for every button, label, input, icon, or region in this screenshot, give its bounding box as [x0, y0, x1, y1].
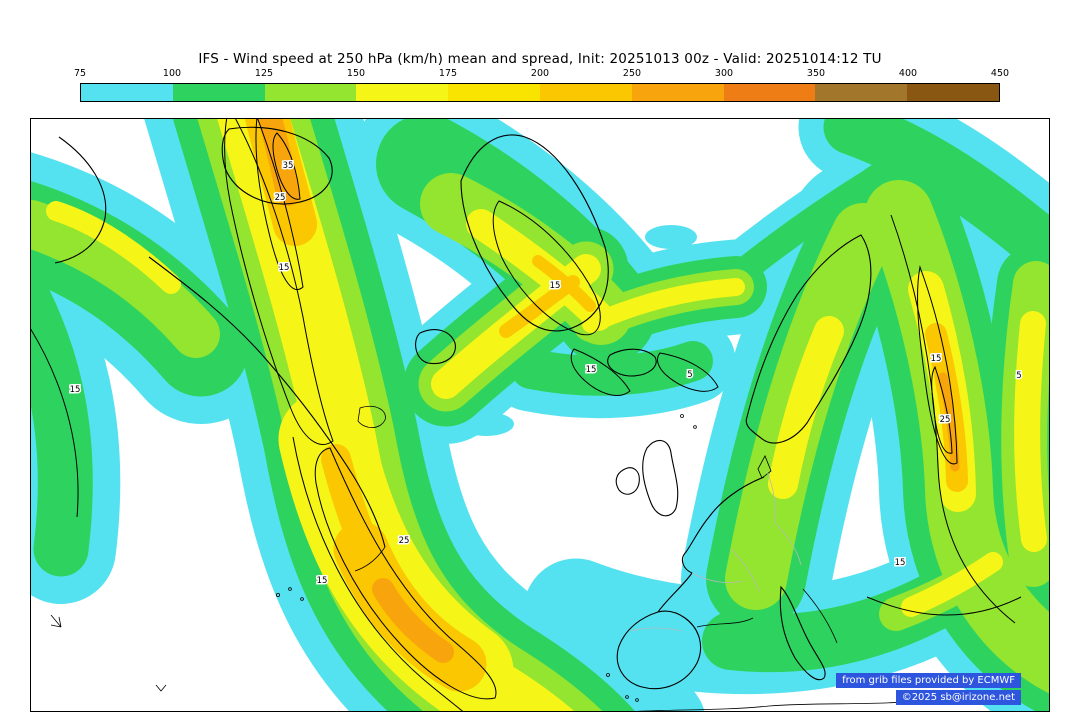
- colorbar-tick-label: 125: [254, 68, 274, 79]
- map-frame: 15 25 35 15 15 5 25 15 15 5 25 15 15 fro…: [30, 118, 1050, 712]
- colorbar-segment: [81, 84, 173, 101]
- colorbar-segment: [356, 84, 449, 101]
- contour-label: 15: [895, 558, 906, 568]
- colorbar-tick-label: 150: [346, 68, 366, 79]
- colorbar-segment: [172, 84, 265, 101]
- colorbar-segment: [723, 84, 816, 101]
- colorbar-segment: [264, 84, 357, 101]
- contour-label: 25: [399, 536, 410, 546]
- wind-map-svg: 15 25 35 15 15 5 25 15 15 5 25 15 15: [31, 119, 1049, 711]
- colorbar-segment: [907, 84, 999, 101]
- attribution: from grib files provided by ECMWF ©2025 …: [836, 673, 1021, 705]
- contour-label: 25: [940, 415, 951, 425]
- spread-contours: 15 25 35 15 15 5 25 15 15 5 25 15 15: [31, 119, 1023, 711]
- colorbar-tick-label: 250: [622, 68, 642, 79]
- colorbar-tick-label: 100: [162, 68, 182, 79]
- colorbar: 75 100 125 150 175 200 250 300 350 400 450: [74, 68, 1009, 104]
- wind-speed-bands: [31, 119, 1049, 711]
- contour-label: 15: [550, 281, 561, 291]
- colorbar-tick-label: 450: [990, 68, 1010, 79]
- colorbar-tick-label: 400: [898, 68, 918, 79]
- colorbar-tick-row: 75 100 125 150 175 200 250 300 350 400 450: [74, 68, 1009, 81]
- contour-label: 15: [931, 354, 942, 364]
- contour-label: 15: [70, 385, 81, 395]
- colorbar-tick-label: 175: [438, 68, 458, 79]
- colorbar-tick-label: 350: [806, 68, 826, 79]
- contour-label: 15: [279, 263, 290, 273]
- attribution-ecmwf: from grib files provided by ECMWF: [836, 673, 1021, 688]
- contour-label: 5: [687, 370, 692, 380]
- colorbar-segment: [448, 84, 540, 101]
- colorbar-scale: [80, 83, 1000, 102]
- colorbar-segment: [539, 84, 632, 101]
- contour-label: 5: [1016, 371, 1021, 381]
- contour-label: 15: [317, 576, 328, 586]
- attribution-copyright: ©2025 sb@irizone.net: [895, 690, 1021, 705]
- contour-label: 35: [283, 161, 294, 171]
- chart-title: IFS - Wind speed at 250 hPa (km/h) mean …: [198, 51, 882, 67]
- contour-label: 15: [586, 365, 597, 375]
- colorbar-segment: [815, 84, 908, 101]
- coastlines: [50, 126, 950, 711]
- country-borders: [630, 470, 802, 632]
- colorbar-segment: [631, 84, 724, 101]
- colorbar-tick-label: 300: [714, 68, 734, 79]
- colorbar-tick-label: 200: [530, 68, 550, 79]
- contour-label: 25: [275, 193, 286, 203]
- colorbar-tick-label: 75: [73, 68, 87, 79]
